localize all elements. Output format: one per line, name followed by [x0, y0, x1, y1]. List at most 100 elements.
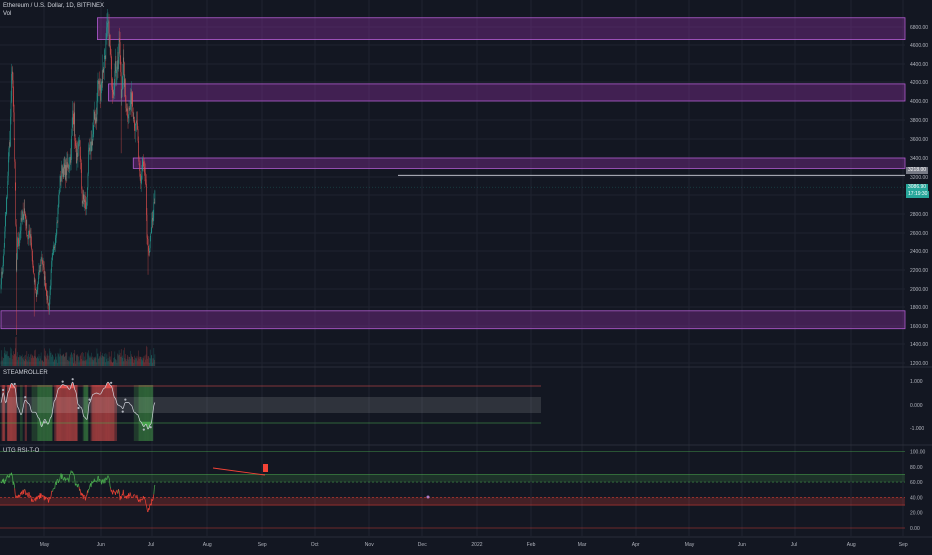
rsi-line-segment: [137, 499, 138, 500]
rsi-lower-zone: [0, 497, 905, 505]
rsi-line-segment: [6, 477, 7, 478]
price-axis-label: 4200.00: [910, 80, 928, 86]
rsi-line-segment: [55, 483, 56, 488]
rsi-line-segment: [133, 497, 134, 498]
rsi-line-segment: [12, 475, 13, 476]
time-axis-label: May: [40, 542, 50, 548]
rsi-signal-dot: [427, 496, 430, 499]
rsi-line-segment: [25, 489, 26, 490]
price-axis-label: 2400.00: [910, 249, 928, 255]
rsi-line-segment: [25, 491, 26, 495]
time-axis-label: Aug: [203, 542, 212, 548]
rsi-line-segment: [154, 487, 155, 494]
rsi-line-segment: [97, 480, 98, 481]
rsi-line-segment: [131, 495, 132, 497]
supply-demand-zone: [133, 158, 905, 168]
price-axis-label: 1200.00: [910, 361, 928, 367]
rsi-line-segment: [119, 491, 120, 494]
steamroller-axis-label: 1.000: [910, 379, 923, 385]
rsi-line-segment: [146, 505, 147, 508]
steamroller-signal-dot: [72, 378, 74, 380]
price-axis-label: 1800.00: [910, 305, 928, 311]
rsi-line-segment: [109, 477, 110, 478]
rsi-axis-label: 20.00: [910, 511, 923, 517]
rsi-legend[interactable]: UTG RSI-T-O: [3, 448, 39, 454]
steamroller-signal-dot: [143, 429, 145, 431]
supply-demand-zone: [97, 18, 905, 40]
rsi-line-segment: [15, 488, 16, 495]
rsi-line-segment: [146, 504, 147, 505]
steamroller-signal-dot: [2, 389, 4, 391]
rsi-line-segment: [101, 480, 102, 481]
price-axis-label: 1600.00: [910, 324, 928, 330]
time-axis-label: Jun: [97, 542, 105, 548]
time-axis-label: Jun: [738, 542, 746, 548]
steamroller-signal-dot: [14, 383, 16, 385]
rsi-line-segment: [78, 484, 79, 487]
rsi-line-segment: [71, 471, 72, 473]
price-axis-label: 3400.00: [910, 156, 928, 162]
symbol-title[interactable]: Ethereum / U.S. Dollar, 1D, BITFINEX: [3, 3, 104, 9]
rsi-line-segment: [20, 493, 21, 497]
steamroller-signal-dot: [24, 396, 26, 398]
supply-demand-zone: [1, 311, 905, 329]
rsi-line-segment: [95, 481, 96, 482]
rsi-line-segment: [125, 497, 126, 498]
price-axis-label: 1400.00: [910, 342, 928, 348]
rsi-line-segment: [24, 490, 25, 494]
steamroller-signal-dot: [77, 407, 79, 409]
rsi-line-segment: [89, 488, 90, 490]
rsi-line-segment: [123, 490, 124, 495]
rsi-line-segment: [134, 495, 135, 496]
steamroller-signal-dot: [110, 382, 112, 384]
price-axis-label: 3800.00: [910, 118, 928, 124]
price-axis-label: 4400.00: [910, 62, 928, 68]
steamroller-axis-label: -1.000: [910, 426, 924, 432]
steamroller-signal-dot: [62, 381, 64, 383]
rsi-line-segment: [58, 481, 59, 482]
rsi-divergence-line: [213, 468, 265, 475]
rsi-line-segment: [75, 484, 76, 485]
time-axis-label: Sep: [258, 542, 267, 548]
price-axis-label: 4000.00: [910, 99, 928, 105]
rsi-axis-label: 40.00: [910, 495, 923, 501]
steamroller-neutral-band: [0, 397, 541, 413]
price-axis-label: 6800.00: [910, 25, 928, 31]
time-axis-label: Jul: [148, 542, 154, 548]
rsi-line-segment: [14, 484, 15, 488]
rsi-line-segment: [80, 489, 81, 493]
steamroller-signal-dot: [44, 421, 46, 423]
time-axis-label: Aug: [847, 542, 856, 548]
steamroller-signal-dot: [88, 399, 90, 401]
time-axis-label: Feb: [527, 542, 536, 548]
rsi-line-segment: [115, 492, 116, 495]
rsi-upper-zone: [0, 474, 905, 482]
time-axis-label: Mar: [578, 542, 587, 548]
rsi-line-segment: [17, 497, 18, 498]
price-axis-label: 2600.00: [910, 231, 928, 237]
volume-legend[interactable]: Vol: [3, 11, 11, 17]
rsi-line-segment: [76, 484, 77, 486]
steamroller-axis-label: 0.000: [910, 403, 923, 409]
time-axis-label: Oct: [311, 542, 319, 548]
rsi-line-segment: [117, 490, 118, 493]
time-axis-label: Nov: [365, 542, 374, 548]
time-axis-label: Jul: [791, 542, 797, 548]
supply-demand-zone: [109, 84, 905, 101]
time-axis-label: May: [685, 542, 695, 548]
price-axis-label: 3600.00: [910, 137, 928, 143]
price-axis-label: 3200.00: [910, 175, 928, 181]
rsi-line-segment: [145, 499, 146, 500]
steamroller-legend[interactable]: STEAMROLLER: [3, 370, 48, 376]
rsi-line-segment: [27, 493, 28, 497]
time-axis-label: Sep: [899, 542, 908, 548]
steamroller-signal-dot: [122, 411, 124, 413]
rsi-line-segment: [70, 474, 71, 475]
steamroller-signal-dot: [124, 399, 126, 401]
rsi-line-segment: [43, 495, 44, 496]
rsi-line-segment: [88, 489, 89, 492]
rsi-line-segment: [149, 507, 150, 510]
rsi-line-segment: [124, 495, 125, 497]
